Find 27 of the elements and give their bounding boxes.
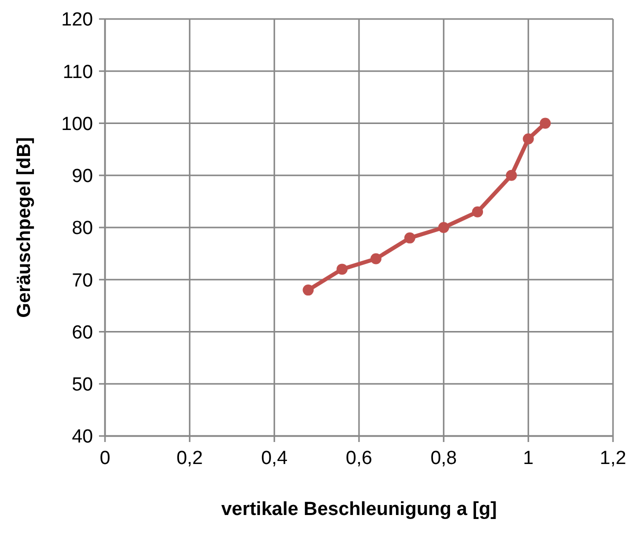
- x-axis-title: vertikale Beschleunigung a [g]: [221, 499, 497, 520]
- point: [404, 232, 416, 244]
- x-tick-label: 0,6: [346, 448, 372, 469]
- x-tick-label: 1,2: [600, 448, 626, 469]
- y-tick-label: 50: [72, 374, 93, 396]
- y-axis-title: Geräuschpegel [dB]: [14, 137, 35, 318]
- y-tick-label: 100: [61, 114, 93, 135]
- x-tick-label: 1: [523, 448, 534, 469]
- point: [506, 170, 517, 181]
- y-tick-label: 110: [62, 62, 93, 83]
- x-tick-label: 0,4: [261, 448, 288, 469]
- point: [540, 118, 551, 129]
- x-tick-label: 0,8: [430, 448, 457, 469]
- x-tick-label: 0,2: [176, 448, 203, 469]
- point: [336, 264, 348, 275]
- point: [472, 206, 484, 218]
- point: [438, 222, 450, 233]
- y-tick-label: 120: [61, 10, 93, 31]
- y-tick-label: 80: [72, 218, 93, 240]
- x-tick-label: 0: [100, 448, 110, 469]
- point: [302, 284, 314, 296]
- y-tick-label: 60: [72, 322, 93, 344]
- point: [370, 253, 382, 264]
- y-tick-label: 90: [72, 166, 93, 188]
- y-tick-label: 70: [72, 270, 93, 292]
- y-tick-label: 40: [72, 426, 93, 448]
- point: [522, 133, 534, 144]
